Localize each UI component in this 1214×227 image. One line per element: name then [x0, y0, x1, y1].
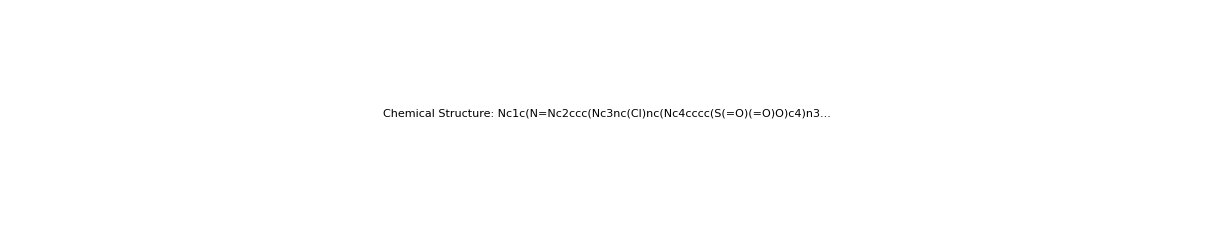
Text: Chemical Structure: Nc1c(N=Nc2ccc(Nc3nc(Cl)nc(Nc4cccc(S(=O)(=O)O)c4)n3...: Chemical Structure: Nc1c(N=Nc2ccc(Nc3nc(…: [384, 109, 830, 118]
